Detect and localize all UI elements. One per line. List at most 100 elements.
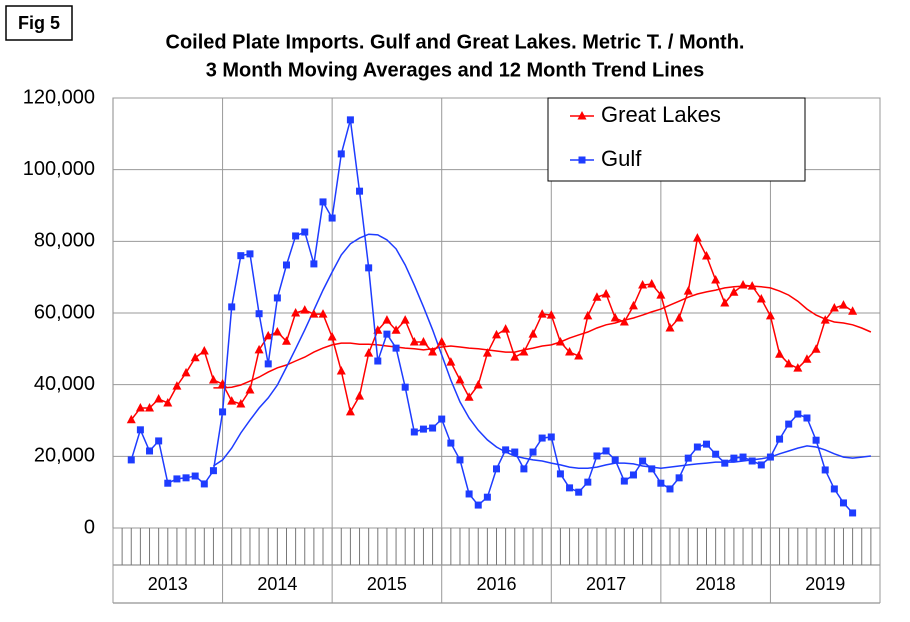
fig-label: Fig 5	[18, 13, 60, 33]
triangle-marker	[601, 289, 611, 298]
square-marker	[648, 465, 656, 473]
triangle-marker	[765, 310, 775, 320]
triangle-marker	[482, 348, 492, 357]
triangle-marker	[318, 309, 328, 318]
triangle-marker	[300, 305, 310, 314]
square-marker	[502, 446, 510, 454]
square-marker	[703, 440, 711, 448]
square-marker	[410, 428, 418, 436]
square-marker	[757, 461, 765, 469]
square-marker	[739, 453, 747, 461]
triangle-marker	[199, 345, 209, 355]
legend-label: Gulf	[601, 146, 642, 171]
square-marker	[191, 472, 199, 480]
triangle-marker	[181, 367, 191, 377]
triangle-marker	[501, 324, 511, 333]
square-marker	[520, 465, 528, 473]
square-marker	[246, 250, 254, 258]
triangle-marker	[135, 402, 145, 412]
trend-line	[213, 285, 872, 389]
triangle-marker	[428, 347, 438, 356]
triangle-marker	[574, 351, 584, 360]
triangle-marker	[775, 349, 785, 358]
triangle-marker	[738, 280, 748, 289]
triangle-marker	[154, 394, 164, 403]
triangle-marker	[848, 306, 858, 315]
square-marker	[200, 480, 208, 488]
triangle-marker	[345, 406, 355, 416]
square-marker	[456, 456, 464, 464]
square-marker	[209, 467, 217, 475]
triangle-marker	[418, 337, 428, 346]
y-tick-label: 80,000	[34, 230, 95, 252]
triangle-marker	[190, 352, 200, 362]
square-marker	[839, 499, 847, 507]
square-marker	[237, 252, 245, 260]
square-marker	[620, 477, 628, 485]
square-marker	[374, 357, 382, 365]
square-marker	[721, 459, 729, 467]
square-marker	[392, 344, 400, 352]
square-marker	[127, 456, 135, 464]
square-marker	[748, 457, 756, 465]
legend-marker	[578, 156, 586, 164]
triangle-marker	[510, 352, 520, 361]
triangle-marker	[400, 315, 410, 324]
square-marker	[566, 484, 574, 492]
triangle-marker	[674, 313, 684, 322]
square-marker	[346, 116, 354, 124]
square-marker	[173, 475, 181, 483]
triangle-marker	[692, 233, 702, 242]
square-marker	[730, 454, 738, 462]
square-marker	[766, 453, 774, 461]
triangle-marker	[336, 366, 346, 375]
square-marker	[282, 261, 290, 269]
square-marker	[429, 424, 437, 432]
chart-title: 3 Month Moving Averages and 12 Month Tre…	[206, 59, 705, 81]
triangle-marker	[592, 292, 602, 301]
triangle-marker	[309, 309, 319, 318]
square-marker	[803, 414, 811, 422]
triangle-marker	[555, 337, 565, 346]
square-marker	[310, 260, 318, 268]
square-marker	[365, 264, 373, 272]
y-tick-label: 40,000	[34, 373, 95, 395]
y-tick-label: 0	[84, 516, 95, 538]
y-tick-label: 60,000	[34, 301, 95, 323]
triangle-marker	[145, 402, 155, 412]
triangle-marker	[364, 348, 374, 357]
triangle-marker	[546, 310, 556, 319]
triangle-marker	[227, 396, 237, 405]
triangle-marker	[492, 329, 501, 339]
x-group-label: 2019	[805, 574, 845, 594]
triangle-marker	[720, 297, 730, 307]
square-marker	[255, 310, 263, 318]
square-marker	[164, 479, 172, 487]
triangle-marker	[802, 354, 812, 363]
square-marker	[785, 420, 793, 428]
square-marker	[611, 456, 619, 464]
triangle-marker	[619, 316, 629, 326]
x-group-label: 2014	[257, 574, 297, 594]
square-marker	[264, 360, 272, 368]
square-marker	[602, 447, 610, 455]
square-marker	[821, 466, 829, 474]
square-marker	[712, 450, 720, 458]
legend-marker	[577, 111, 587, 120]
square-marker	[794, 410, 802, 418]
triangle-marker	[638, 280, 648, 289]
square-marker	[401, 383, 409, 391]
triangle-marker	[829, 302, 839, 312]
square-marker	[812, 436, 820, 444]
triangle-marker	[254, 344, 264, 354]
fig-label-box	[5, 5, 73, 41]
chart-title: Coiled Plate Imports. Gulf and Great Lak…	[166, 31, 745, 53]
square-marker	[301, 228, 309, 236]
square-marker	[657, 479, 665, 487]
square-marker	[337, 150, 345, 158]
y-tick-label: 120,000	[23, 86, 95, 108]
square-marker	[593, 452, 601, 460]
square-marker	[547, 433, 555, 441]
square-marker	[465, 490, 473, 498]
